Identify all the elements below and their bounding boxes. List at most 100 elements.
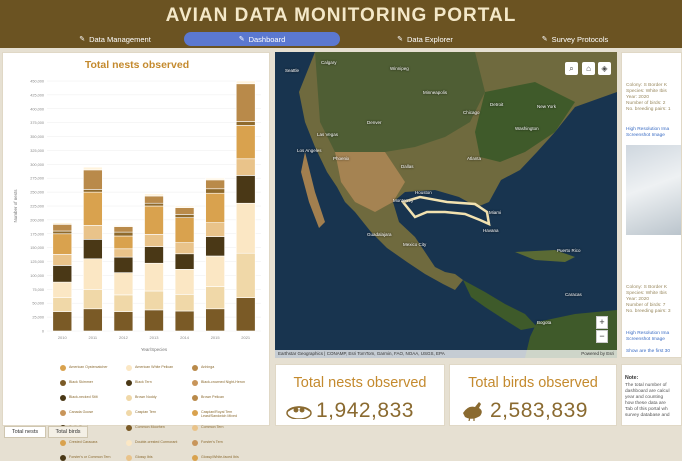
zoom-in-button[interactable]: + bbox=[596, 316, 608, 329]
tab-total-nests[interactable]: Total nests bbox=[4, 426, 46, 438]
bar-segment bbox=[144, 290, 164, 311]
city-label: Winnipeg bbox=[390, 66, 409, 71]
legend-item: Canada Goose bbox=[60, 410, 121, 416]
detail-line: Colony: S Border K bbox=[626, 285, 668, 290]
bar-segment bbox=[83, 239, 103, 260]
zoom-out-button[interactable]: − bbox=[596, 330, 608, 343]
legend-item: Black Skimmer bbox=[60, 380, 121, 386]
legend-label: Canada Goose bbox=[69, 410, 94, 414]
high-res-link[interactable]: High Resolution Ima bbox=[626, 331, 670, 336]
legend-swatch bbox=[126, 455, 132, 461]
show-first-link[interactable]: Show are the first 30 bbox=[626, 349, 670, 354]
bar-segment bbox=[113, 272, 134, 296]
legend-swatch bbox=[192, 395, 198, 401]
pencil-icon: ✎ bbox=[79, 36, 86, 43]
bar-segment bbox=[83, 258, 103, 290]
y-tick-label: 150,000 bbox=[30, 246, 44, 250]
legend-label: Black Skimmer bbox=[69, 380, 93, 384]
legend-label: Black-necked Stilt bbox=[69, 395, 98, 399]
legend-item: Black Tern bbox=[126, 380, 187, 386]
legend-label: Black-crowned Night-Heron bbox=[201, 380, 245, 384]
y-tick-label: 125,000 bbox=[30, 260, 44, 264]
nav-data-explorer[interactable]: ✎ Data Explorer bbox=[397, 34, 453, 44]
legend-swatch bbox=[192, 440, 198, 446]
bar-segment bbox=[52, 297, 73, 312]
bar-segment bbox=[205, 222, 225, 237]
legend-swatch bbox=[60, 380, 66, 386]
bar-segment bbox=[144, 202, 164, 207]
city-label: Miami bbox=[489, 210, 501, 215]
legend-label: Glossy Ibis bbox=[135, 455, 153, 459]
note-line: how these data are bbox=[625, 401, 666, 406]
bar-segment bbox=[205, 286, 225, 310]
detail-line: Species: White Ibis bbox=[626, 291, 667, 296]
search-icon[interactable]: ⌕ bbox=[565, 62, 578, 75]
city-label: Washington bbox=[515, 126, 539, 131]
city-label: Bogota bbox=[537, 320, 552, 325]
pencil-icon: ✎ bbox=[397, 36, 403, 43]
legend-item: Black-crowned Night-Heron bbox=[192, 380, 253, 386]
legend-label: American Oystercatcher bbox=[69, 365, 108, 369]
map-panel[interactable]: Seattle Calgary Winnipeg Minneapolis Chi… bbox=[275, 52, 617, 358]
pencil-icon: ✎ bbox=[541, 36, 548, 43]
bar-segment bbox=[174, 242, 195, 255]
legend-item: Caspian Tern bbox=[126, 410, 187, 416]
x-axis-label: Year/Species bbox=[141, 347, 168, 352]
y-tick-label: 375,000 bbox=[30, 121, 44, 125]
y-tick-label: 200,000 bbox=[30, 218, 44, 222]
satellite-map[interactable] bbox=[275, 52, 617, 358]
stat-value: 2,583,839 bbox=[490, 399, 588, 422]
city-label: Chicago bbox=[463, 110, 480, 115]
legend-label: Anhinga bbox=[201, 365, 215, 369]
x-tick-label: 2012 bbox=[119, 335, 129, 340]
legend-item: Brown Noddy bbox=[126, 395, 187, 401]
tab-total-birds[interactable]: Total birds bbox=[48, 426, 88, 438]
bar-segment bbox=[83, 225, 103, 240]
detail-line: Colony: S Border K bbox=[626, 83, 668, 88]
city-label: Seattle bbox=[285, 68, 300, 73]
city-label: Atlanta bbox=[467, 156, 482, 161]
screenshot-link[interactable]: Screenshot Image bbox=[626, 133, 665, 138]
legend-swatch bbox=[126, 425, 132, 431]
high-res-link[interactable]: High Resolution Ima bbox=[626, 127, 670, 132]
y-tick-label: 300,000 bbox=[30, 163, 44, 167]
screenshot-link[interactable]: Screenshot Image bbox=[626, 337, 665, 342]
legend-label: American White Pelican bbox=[135, 365, 174, 369]
city-label: Houston bbox=[415, 190, 432, 195]
legend-swatch bbox=[126, 440, 132, 446]
y-tick-label: 400,000 bbox=[30, 107, 44, 111]
y-tick-label: 0 bbox=[42, 330, 44, 334]
nav-data-management[interactable]: ✎ Data Management bbox=[79, 34, 151, 44]
bar-segment bbox=[235, 83, 256, 122]
layers-icon[interactable]: ◈ bbox=[598, 62, 611, 75]
bar-segment bbox=[144, 309, 164, 332]
home-icon[interactable]: ⌂ bbox=[582, 62, 595, 75]
record-details-panel[interactable]: Colony: S Border K Species: White Ibis Y… bbox=[621, 52, 682, 358]
bar-segment bbox=[205, 177, 225, 181]
nav-dashboard[interactable]: ✎ Dashboard bbox=[184, 32, 340, 46]
city-label: Guadalajara bbox=[367, 232, 392, 237]
city-label: Calgary bbox=[321, 60, 337, 65]
bar-segment bbox=[235, 80, 256, 85]
city-label: Caracas bbox=[565, 292, 582, 297]
bar-segment bbox=[113, 226, 134, 233]
legend-swatch bbox=[60, 395, 66, 401]
bird-icon bbox=[463, 402, 482, 421]
y-tick-label: 175,000 bbox=[30, 232, 44, 236]
y-tick-label: 225,000 bbox=[30, 205, 44, 209]
y-tick-label: 100,000 bbox=[30, 274, 44, 278]
legend-label: Forster's Tern bbox=[201, 440, 223, 444]
legend-label: Crested Caracara bbox=[69, 440, 98, 444]
detail-line: Number of birds: 7 bbox=[626, 303, 666, 308]
note-title: Note: bbox=[625, 375, 639, 381]
legend-label: Brown Noddy bbox=[135, 395, 157, 399]
legend-swatch bbox=[192, 365, 198, 371]
y-axis-label: Number of nests bbox=[13, 189, 18, 223]
legend-swatch bbox=[126, 410, 132, 416]
bar-segment bbox=[144, 246, 164, 264]
total-nests-card: Total nests observed 1,942,833 bbox=[275, 364, 445, 426]
x-tick-label: 2021 bbox=[241, 335, 251, 340]
city-label: Las Vegas bbox=[317, 132, 339, 137]
nav-survey-protocols[interactable]: ✎ Survey Protocols bbox=[541, 34, 609, 44]
bar-segment bbox=[52, 230, 73, 235]
